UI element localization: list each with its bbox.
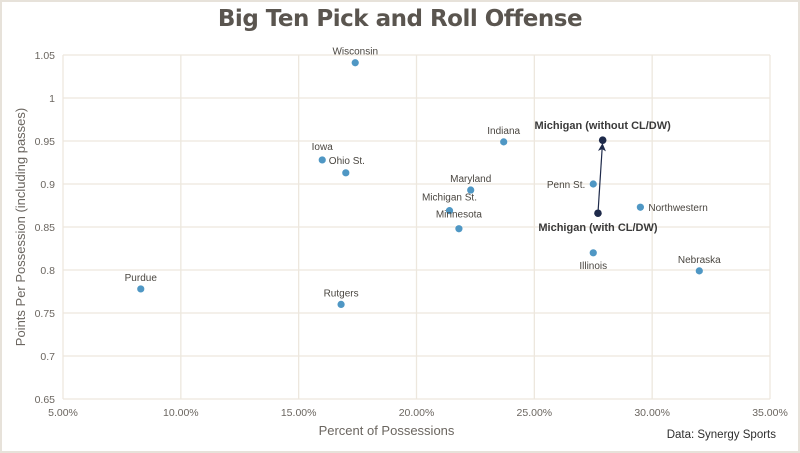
y-tick-label: 1 — [49, 93, 55, 105]
tick-labels: 0.65 0.7 0.75 0.8 0.85 0.9 0.95 1 1.05 5.00% 10.00… — [35, 50, 788, 419]
data-point-label: Indiana — [487, 126, 520, 137]
data-point — [589, 249, 597, 257]
y-tick-label: 0.8 — [40, 265, 55, 277]
data-point-label: Rutgers — [324, 288, 359, 299]
highlight-point — [594, 209, 602, 218]
y-tick-label: 0.65 — [35, 394, 56, 406]
data-point-label: Minnesota — [436, 210, 483, 221]
data-point-label: Penn St. — [547, 180, 585, 191]
data-point — [455, 225, 463, 233]
chart-title: Big Ten Pick and Roll Offense — [217, 6, 583, 32]
y-tick-label: 0.85 — [35, 222, 56, 234]
x-tick-label: 20.00% — [399, 407, 435, 419]
grid-lines — [62, 54, 771, 400]
data-point-label: Ohio St. — [329, 156, 365, 167]
x-tick-label: 35.00% — [752, 407, 788, 419]
data-point-label: Iowa — [312, 142, 334, 153]
x-tick-label: 10.00% — [163, 407, 199, 419]
y-tick-label: 1.05 — [35, 50, 56, 62]
y-tick-label: 0.7 — [40, 351, 55, 363]
highlight-point — [598, 136, 607, 144]
x-tick-label: 15.00% — [281, 407, 317, 419]
y-tick-label: 0.9 — [40, 179, 55, 191]
data-point-label: Purdue — [125, 273, 158, 284]
y-axis-label: Points Per Possession (including passes) — [13, 108, 28, 346]
data-point-label: Maryland — [450, 174, 491, 185]
data-point — [589, 180, 597, 188]
y-tick-label: 0.75 — [35, 308, 56, 320]
source-note: Data: Synergy Sports — [667, 429, 777, 441]
x-tick-label: 25.00% — [517, 407, 553, 419]
data-point — [351, 59, 359, 67]
data-point — [500, 138, 508, 146]
data-point-label: Northwestern — [648, 203, 707, 214]
data-point — [318, 156, 326, 164]
data-point-label: Michigan St. — [422, 193, 477, 204]
data-point — [342, 169, 350, 177]
data-point — [695, 267, 703, 275]
data-point — [445, 207, 454, 215]
data-point-label: Nebraska — [678, 255, 721, 266]
x-tick-label: 5.00% — [48, 407, 78, 419]
data-point — [467, 186, 475, 194]
data-point-label: Wisconsin — [332, 47, 378, 58]
y-tick-label: 0.95 — [35, 136, 56, 148]
highlight-point-label: Michigan (without CL/DW) — [535, 120, 672, 132]
data-point — [337, 300, 345, 308]
data-point — [137, 285, 145, 293]
data-point-label: Illinois — [579, 261, 607, 272]
data-points: Wisconsin Iowa Ohio St. Indiana Maryland Mich… — [125, 47, 721, 308]
highlight-point-label: Michigan (with CL/DW) — [538, 222, 657, 234]
annotation-arrow — [597, 143, 606, 214]
x-tick-label: 30.00% — [634, 407, 670, 419]
x-axis-label: Percent of Possessions — [319, 423, 455, 438]
data-point — [636, 203, 644, 211]
